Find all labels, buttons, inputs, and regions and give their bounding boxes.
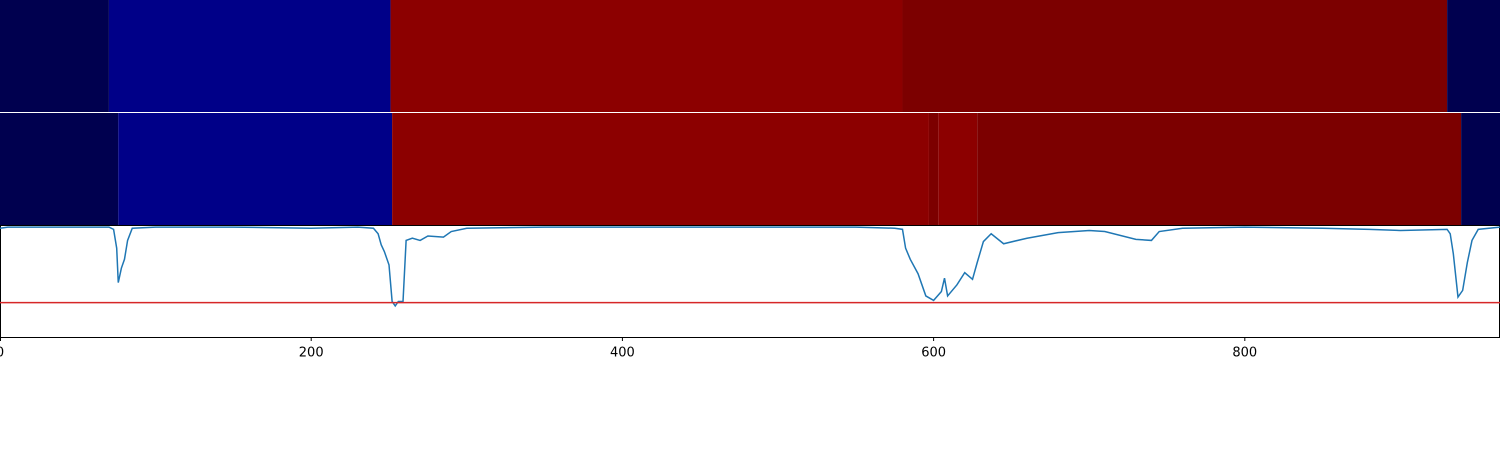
segment bbox=[928, 113, 939, 225]
x-tick-label: 600 bbox=[921, 346, 946, 361]
x-tick-label: 400 bbox=[610, 346, 635, 361]
x-tick-label: 200 bbox=[299, 346, 324, 361]
segment bbox=[977, 113, 1462, 225]
plot-frame bbox=[0, 225, 1500, 338]
segment bbox=[390, 0, 903, 112]
segment bbox=[902, 0, 1448, 112]
segment bbox=[392, 113, 929, 225]
x-tick-label: 800 bbox=[1232, 346, 1257, 361]
segment bbox=[1447, 0, 1500, 112]
segment bbox=[938, 113, 978, 225]
data-line bbox=[0, 226, 1500, 308]
segment bbox=[1461, 113, 1500, 225]
x-tick-label: 0 bbox=[0, 346, 4, 361]
segment bbox=[0, 113, 119, 225]
segment bbox=[118, 113, 393, 225]
segment bbox=[0, 0, 109, 112]
segment bbox=[108, 0, 391, 112]
